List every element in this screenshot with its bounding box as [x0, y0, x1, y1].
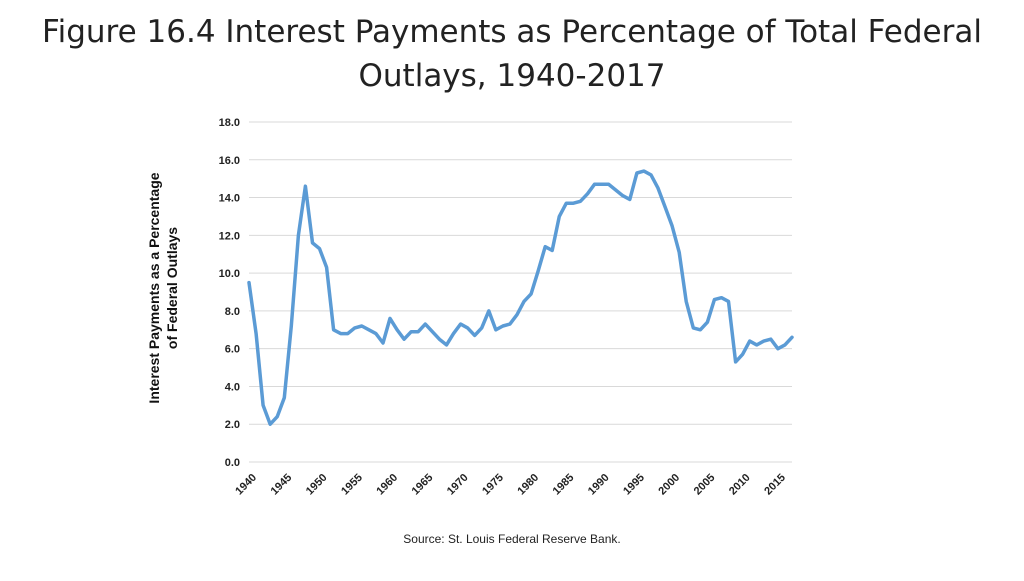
- y-tick-label: 0.0: [225, 457, 240, 469]
- x-tick-label: 1965: [410, 472, 436, 498]
- slide-title: Figure 16.4 Interest Payments as Percent…: [20, 10, 1004, 98]
- slide-title-line-2: Outlays, 1940-2017: [358, 58, 666, 94]
- x-tick-label: 1975: [480, 472, 506, 498]
- x-tick-label: 1960: [374, 472, 400, 498]
- y-axis-label-line-1: Interest Payments as a Percentage: [146, 172, 162, 403]
- y-tick-label: 16.0: [219, 155, 240, 167]
- source-note: Source: St. Louis Federal Reserve Bank.: [403, 532, 621, 546]
- x-tick-label: 1980: [515, 472, 541, 498]
- x-tick-label: 1955: [339, 472, 365, 498]
- x-tick-label: 2015: [762, 472, 788, 498]
- series-line: [247, 169, 794, 426]
- y-tick-label: 14.0: [219, 193, 240, 205]
- grid-layer: [249, 121, 792, 463]
- y-tick-label: 6.0: [225, 344, 240, 356]
- y-tick-label: 18.0: [219, 117, 240, 129]
- y-axis-label-line-2: of Federal Outlays: [164, 227, 180, 349]
- x-tick-label: 1945: [269, 472, 295, 498]
- x-tick-label: 1990: [586, 472, 612, 498]
- x-tick-label: 2000: [656, 472, 682, 498]
- x-tick-label: 2005: [692, 472, 718, 498]
- y-axis-ticks: 0.0 2.0 4.0 6.0 8.0 10.0 12.0 14.0 16.0 18.0: [219, 117, 240, 469]
- x-tick-label: 1985: [551, 472, 577, 498]
- x-tick-label: 1995: [621, 472, 647, 498]
- x-tick-label: 1950: [304, 472, 330, 498]
- slide-title-line-1: Figure 16.4 Interest Payments as Percent…: [42, 14, 982, 50]
- y-tick-label: 10.0: [219, 268, 240, 280]
- y-tick-label: 4.0: [225, 381, 240, 393]
- y-tick-label: 2.0: [225, 419, 240, 431]
- series-layer: [247, 169, 794, 426]
- x-axis-ticks: 1940 1945 1950 1955 1960 1965 1970 1975 1980 1985…: [233, 472, 788, 498]
- x-tick-label: 1940: [233, 472, 259, 498]
- y-tick-label: 8.0: [225, 306, 240, 318]
- x-tick-label: 1970: [445, 472, 471, 498]
- x-tick-label: 2010: [727, 472, 753, 498]
- y-tick-label: 12.0: [219, 230, 240, 242]
